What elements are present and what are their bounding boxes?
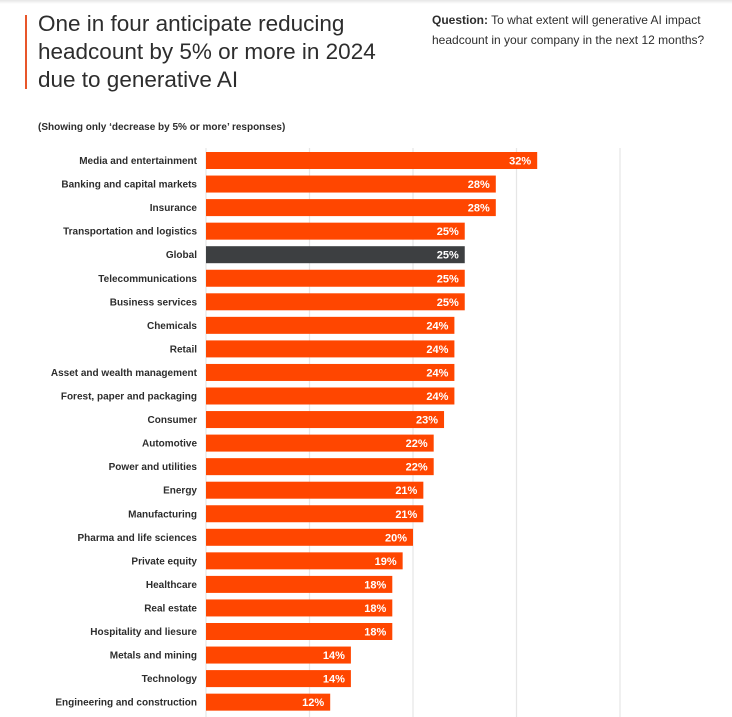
bar-19 [206,599,393,617]
gridlines [205,148,621,717]
question-label: Question: [432,13,488,27]
bar-9 [206,363,455,381]
bar-21 [206,646,351,664]
value-label: 28% [468,179,490,191]
category-label: Asset and wealth management [51,368,198,379]
bar-10 [206,387,455,405]
value-label: 20% [385,532,407,544]
category-label: Business services [110,297,198,308]
question-body: To what extent will generative AI impact… [432,13,705,47]
category-label: Insurance [150,203,198,214]
bar-16 [206,528,413,546]
category-label: Metals and mining [110,651,197,662]
bar-12 [206,434,434,452]
bar-22 [206,670,351,688]
value-label: 18% [364,627,386,639]
value-label: 21% [395,485,417,497]
bar-2 [206,199,496,217]
category-label: Media and entertainment [79,156,197,167]
bar-8 [206,340,455,358]
bar-7 [206,316,455,334]
bar-5 [206,269,465,287]
value-label: 12% [302,697,324,709]
value-label: 21% [395,509,417,521]
bar-15 [206,505,424,523]
value-label: 14% [323,674,345,686]
value-label: 25% [437,297,459,309]
value-label: 24% [426,367,448,379]
category-label: Automotive [142,439,197,450]
category-label: Global [166,250,197,261]
value-label: 22% [406,438,428,450]
value-label: 19% [375,556,397,568]
bar-18 [206,575,393,593]
category-label: Healthcare [146,580,198,591]
value-label: 24% [426,320,448,332]
category-label: Pharma and life sciences [77,533,197,544]
category-label: Banking and capital markets [61,180,197,191]
category-label: Forest, paper and packaging [61,392,197,403]
value-label: 25% [437,226,459,238]
category-label: Consumer [148,415,198,426]
value-label: 24% [426,391,448,403]
category-label: Transportation and logistics [63,227,197,238]
value-label: 22% [406,462,428,474]
bar-0 [206,152,538,169]
bar-6 [206,293,465,311]
category-label: Private equity [131,556,197,567]
category-labels: Media and entertainment Banking and capit… [51,156,198,709]
category-label: Chemicals [147,321,197,332]
value-label: 32% [509,156,531,168]
category-label: Telecommunications [98,274,197,285]
category-label: Hospitality and liesure [90,627,197,638]
value-label: 18% [364,579,386,591]
top-shadow [0,0,732,4]
value-label: 14% [323,650,345,662]
bar-1 [206,175,496,193]
title-accent-line [25,15,27,89]
category-label: Power and utilities [109,462,198,473]
category-label: Retail [170,344,197,355]
category-label: Energy [163,486,197,497]
value-labels: 32% 28% 28% 25% 25% 25% 25% 24% 24% 24% 24% 23% 22% 2… [302,156,531,710]
category-label: Engineering and construction [55,698,197,709]
value-label: 18% [364,603,386,615]
category-label: Manufacturing [128,509,197,520]
bar-17 [206,552,403,570]
category-label: Real estate [144,603,197,614]
bar-4 [206,246,465,264]
bar-11 [206,411,445,429]
value-label: 25% [437,250,459,262]
value-label: 25% [437,273,459,285]
category-label: Technology [142,674,198,685]
bars [206,152,538,711]
question-text: Question: To what extent will generative… [432,10,732,50]
bar-3 [206,222,465,240]
value-label: 23% [416,415,438,427]
bar-23 [206,693,331,711]
value-label: 24% [426,344,448,356]
chart-title: One in four anticipate reducing headcoun… [38,11,376,92]
value-label: 28% [468,203,490,215]
chart-subtitle: (Showing only ‘decrease by 5% or more’ r… [38,122,286,133]
bar-14 [206,481,424,499]
bar-13 [206,458,434,476]
bar-20 [206,623,393,640]
